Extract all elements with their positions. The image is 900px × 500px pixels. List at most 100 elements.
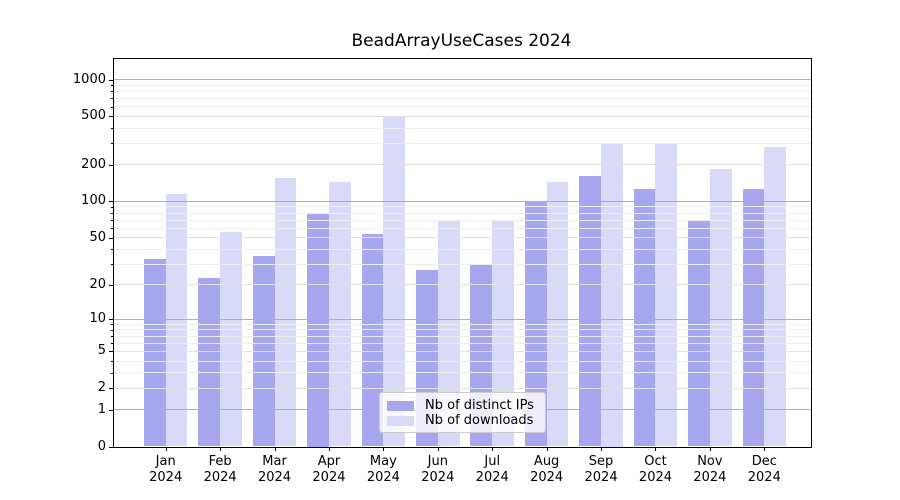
y-minor-tick-mark [111, 98, 113, 100]
x-tick-label-jan-2024: Jan 2024 [149, 454, 183, 485]
y-minor-tick-mark [111, 85, 113, 87]
x-tick-label-oct-2024: Oct 2024 [638, 454, 673, 485]
x-tick-label-jun-2024: Jun 2024 [421, 454, 455, 485]
bar-nb-of-downloads-jan-2024 [165, 194, 188, 447]
bar-nb-of-distinct-ips-nov-2024 [688, 220, 710, 447]
bar-nb-of-downloads-mar-2024 [274, 177, 297, 447]
y-minor-tick-mark [111, 206, 113, 208]
y-tick-label-2: 2 [97, 380, 106, 396]
legend-swatch-distinct-ips-icon [387, 400, 414, 411]
y-minor-tick-mark [111, 213, 113, 215]
y-tick-mark [109, 116, 113, 118]
x-tick-mark [546, 447, 548, 451]
bar-nb-of-downloads-apr-2024 [328, 181, 351, 447]
y-tick-mark [109, 164, 113, 166]
y-minor-tick-mark [111, 91, 113, 93]
y-minor-tick-mark [111, 220, 113, 222]
x-tick-label-feb-2024: Feb 2024 [203, 454, 237, 485]
x-tick-label-apr-2024: Apr 2024 [312, 454, 346, 485]
y-minor-tick-mark [111, 343, 113, 345]
x-tick-label-aug-2024: Aug 2024 [530, 454, 564, 485]
bar-nb-of-downloads-nov-2024 [709, 168, 732, 447]
y-tick-mark [109, 201, 113, 203]
y-minor-tick-mark [111, 249, 113, 251]
x-tick-mark [165, 447, 167, 451]
y-tick-mark [109, 237, 113, 239]
y-tick-mark [109, 284, 113, 286]
bar-nb-of-downloads-oct-2024 [655, 143, 678, 447]
gridline-y-500 [114, 115, 811, 117]
bar-nb-of-downloads-dec-2024 [764, 147, 787, 447]
gridline-y-800 [114, 90, 811, 92]
x-tick-mark [709, 447, 711, 451]
x-tick-label-jul-2024: Jul 2024 [475, 454, 509, 485]
bar-nb-of-distinct-ips-sep-2024 [579, 175, 602, 447]
bar-nb-of-downloads-jun-2024 [437, 220, 460, 447]
x-tick-label-may-2024: May 2024 [366, 454, 400, 485]
gridline-y-80 [114, 212, 811, 214]
y-minor-tick-mark [111, 106, 113, 108]
y-minor-tick-mark [111, 143, 113, 145]
legend-item: Nb of downloads [387, 413, 538, 428]
legend-swatch-downloads-icon [387, 415, 414, 426]
gridline-y-1000 [114, 79, 811, 81]
y-tick-label-100: 100 [81, 193, 106, 209]
bar-nb-of-distinct-ips-apr-2024 [307, 213, 329, 447]
gridline-y-700 [114, 97, 811, 99]
bar-nb-of-distinct-ips-feb-2024 [198, 277, 221, 447]
x-tick-mark [274, 447, 276, 451]
y-minor-tick-mark [111, 336, 113, 338]
bar-nb-of-distinct-ips-may-2024 [361, 233, 384, 447]
bar-nb-of-distinct-ips-oct-2024 [633, 188, 656, 447]
bar-nb-of-downloads-feb-2024 [220, 231, 242, 447]
y-minor-tick-mark [111, 324, 113, 326]
y-tick-label-1: 1 [97, 401, 106, 417]
bar-nb-of-downloads-sep-2024 [601, 142, 623, 447]
x-tick-mark [601, 447, 603, 451]
y-tick-label-0: 0 [97, 438, 106, 454]
x-tick-mark [383, 447, 385, 451]
x-tick-mark [437, 447, 439, 451]
x-tick-mark [328, 447, 330, 451]
y-minor-tick-mark [111, 372, 113, 374]
legend: Nb of distinct IPs Nb of downloads [379, 392, 546, 433]
x-tick-mark [764, 447, 766, 451]
x-tick-label-nov-2024: Nov 2024 [693, 454, 727, 485]
gridline-y-90 [114, 206, 811, 208]
y-tick-label-1000: 1000 [72, 71, 106, 87]
gridline-y-100 [114, 200, 811, 202]
y-tick-mark [109, 409, 113, 411]
x-tick-mark [655, 447, 657, 451]
gridline-y-200 [114, 164, 811, 166]
y-tick-label-200: 200 [81, 156, 106, 172]
gridline-y-300 [114, 142, 811, 144]
y-minor-tick-mark [111, 329, 113, 331]
legend-item: Nb of distinct IPs [387, 398, 538, 413]
gridline-y-600 [114, 106, 811, 108]
y-tick-mark [109, 446, 113, 448]
y-minor-tick-mark [111, 228, 113, 230]
bar-nb-of-downloads-aug-2024 [546, 181, 569, 447]
gridline-y-900 [114, 84, 811, 86]
y-tick-mark [109, 319, 113, 321]
y-tick-label-20: 20 [89, 276, 106, 292]
legend-label: Nb of distinct IPs [425, 398, 534, 413]
chart-title: BeadArrayUseCases 2024 [351, 31, 572, 51]
bar-nb-of-distinct-ips-dec-2024 [742, 188, 765, 447]
x-tick-label-dec-2024: Dec 2024 [747, 454, 781, 485]
y-tick-mark [109, 388, 113, 390]
y-tick-mark [109, 79, 113, 81]
y-tick-label-5: 5 [97, 343, 106, 359]
y-minor-tick-mark [111, 264, 113, 266]
x-tick-mark [492, 447, 494, 451]
y-tick-label-10: 10 [89, 311, 106, 327]
y-tick-label-500: 500 [81, 108, 106, 124]
plot-area: 0 1 2 5 10 20 50 100 200 500 1000 Jan 2024 Feb 2024 M… [73, 58, 812, 485]
bar-nb-of-distinct-ips-jan-2024 [143, 259, 166, 447]
y-minor-tick-mark [111, 361, 113, 363]
x-tick-mark [220, 447, 222, 451]
y-tick-mark [109, 351, 113, 353]
bar-nb-of-downloads-jul-2024 [492, 220, 514, 447]
gridline-y-400 [114, 127, 811, 129]
